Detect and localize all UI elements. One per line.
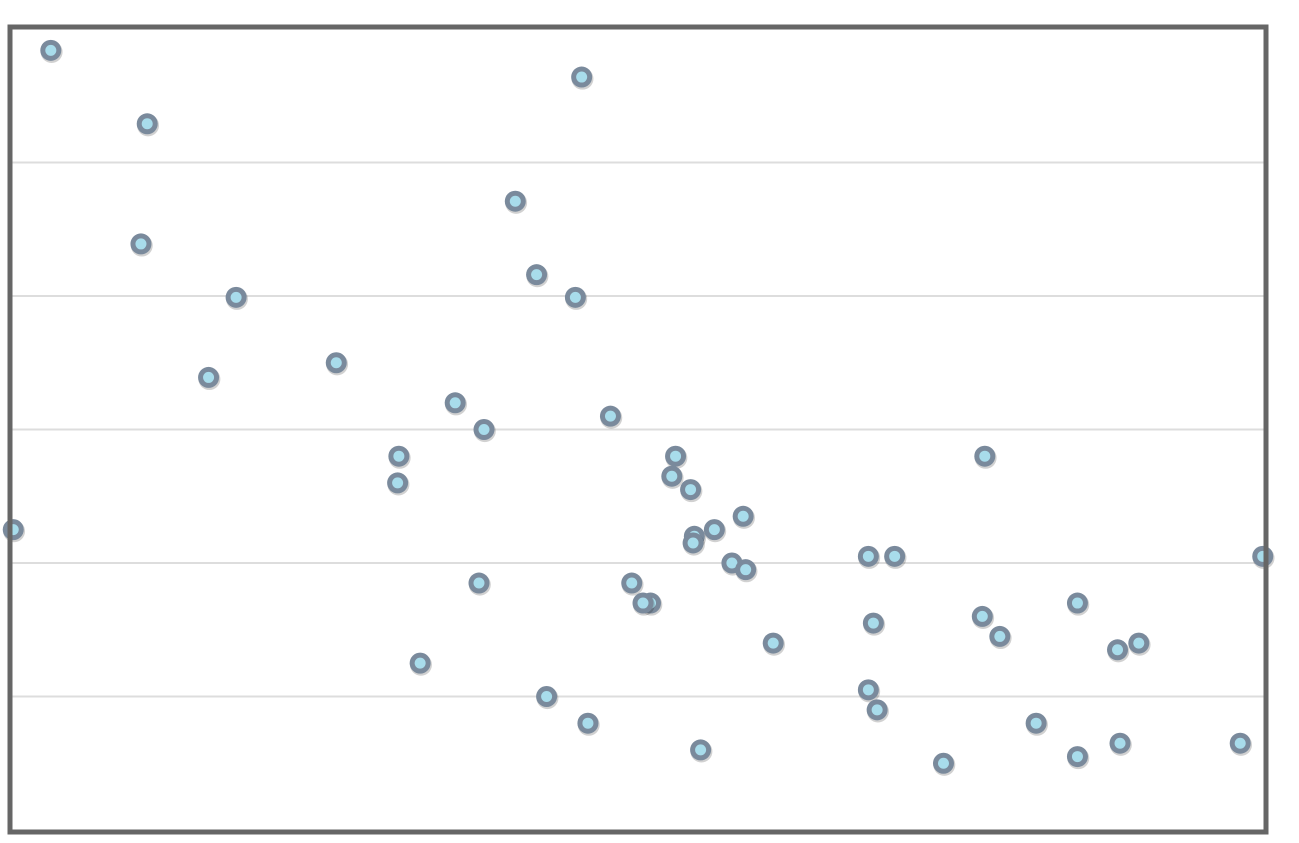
data-point <box>473 419 496 443</box>
data-point <box>1066 746 1090 770</box>
data-point <box>735 559 758 583</box>
data-point <box>504 190 528 214</box>
data-point <box>866 699 889 723</box>
data-point <box>536 686 559 710</box>
data-points <box>2 39 1275 776</box>
data-point <box>703 519 727 543</box>
data-point <box>1109 732 1132 756</box>
data-point <box>40 39 63 63</box>
data-point <box>388 445 411 469</box>
data-point <box>325 352 349 376</box>
data-point <box>884 545 907 569</box>
data-point <box>690 739 713 763</box>
data-point <box>680 479 703 503</box>
data-point <box>1128 632 1151 656</box>
data-point <box>564 286 588 310</box>
plot-frame <box>7 24 1269 835</box>
data-point <box>762 632 786 656</box>
data-point <box>1252 545 1275 569</box>
data-point <box>225 286 248 310</box>
data-point <box>857 545 881 569</box>
data-point <box>989 625 1012 650</box>
data-point <box>661 465 684 489</box>
data-point <box>1229 732 1253 756</box>
data-point <box>971 605 995 629</box>
gridlines <box>12 161 1264 698</box>
data-point <box>932 752 956 776</box>
data-point <box>409 652 432 676</box>
data-point <box>198 366 221 391</box>
data-point <box>571 66 594 90</box>
data-point <box>857 679 881 703</box>
data-point <box>468 572 491 596</box>
data-point <box>526 264 549 288</box>
data-point <box>130 233 153 257</box>
data-point <box>1066 592 1090 616</box>
data-point <box>682 532 705 556</box>
data-point <box>444 392 468 416</box>
data-point <box>732 505 755 529</box>
data-point <box>621 572 644 596</box>
data-point <box>665 445 688 469</box>
data-point <box>577 712 600 736</box>
data-point <box>1025 712 1048 736</box>
data-point <box>136 113 160 137</box>
data-point <box>974 445 997 469</box>
data-point <box>632 592 655 616</box>
data-point <box>387 472 410 496</box>
data-point <box>2 519 26 543</box>
data-point <box>1107 639 1130 663</box>
data-point <box>862 612 886 636</box>
data-point <box>599 405 623 429</box>
